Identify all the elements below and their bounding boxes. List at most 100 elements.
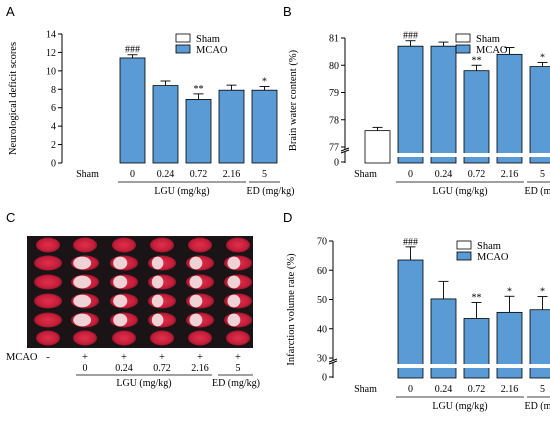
panel-letter-a: A [6,4,15,19]
legend-label-sham: Sham [477,241,501,252]
mcao-mark: + [159,352,165,363]
axis-break-mark [328,358,338,363]
legend-swatch-mcao [455,44,471,54]
legend-swatch-sham [456,240,472,250]
dose-label: 0 [83,363,88,374]
brain-slice [34,312,62,328]
y-tick-label: 60 [317,266,327,277]
brain-slice [150,330,174,346]
infarct-area [73,313,92,327]
dose-label: 0.24 [115,363,133,374]
x-category-label: 0.72 [468,384,486,395]
x-category-label: 2.16 [501,169,519,180]
brain-slice [112,330,136,346]
y-tick-label: 0 [322,373,327,384]
y-axis-title: Neurological deficit scores [8,42,19,155]
bar-break-gap [463,153,490,157]
bar-mcao [185,99,212,164]
bar-mcao [463,70,490,164]
x-category-label: Sham [76,169,99,180]
legend-swatch-mcao [175,44,191,54]
y-tick-label: 40 [317,324,327,335]
ed-group-label: ED (mg/kg) [212,378,260,389]
brain-slice [34,293,62,309]
y-tick-label: 12 [46,48,56,59]
infarct-area [189,313,203,327]
x-category-label: 0.72 [190,169,208,180]
lgu-group-label: LGU (mg/kg) [154,186,209,197]
infarct-area [73,294,92,308]
brain-slice [73,237,97,253]
lgu-group-label: LGU (mg/kg) [116,378,171,389]
y-axis-title: Infarction volume rate (%) [286,253,297,366]
y-tick-label: 77 [329,143,339,154]
bar-mcao [463,318,490,379]
bar-break-gap [529,364,550,368]
significance-label: * [540,287,545,298]
x-category-label: 0.24 [157,169,175,180]
y-axis-title: Brain water content (%) [288,49,299,151]
bar-break-gap [430,153,457,157]
bar-mcao [496,53,523,164]
infarct-area [227,275,241,289]
y-tick-label: 70 [317,237,327,248]
significance-label: ### [403,31,418,42]
chart-b: 0 77 78 79 80 81 Brain water content (%) Sham ##… [288,31,550,197]
mcao-mark: + [235,352,241,363]
bar-break-gap [496,364,523,368]
y-tick-label: 81 [329,34,339,45]
legend-label-sham: Sham [196,34,220,45]
bar-mcao [529,66,550,164]
panel-letter-d: D [283,210,292,225]
infarct-area [189,256,203,270]
axis-break-mark [340,149,350,154]
bar-mcao [152,85,179,164]
infarct-area [227,294,241,308]
bar-mcao [430,45,457,164]
x-category-label: 5 [262,169,267,180]
infarct-area [151,313,164,327]
infarct-area [151,256,164,270]
dose-label: 2.16 [191,363,209,374]
ed-group-label: ED (mg/kg) [524,186,550,197]
slice-photo-background [27,236,253,348]
x-category-label: 0.24 [435,169,453,180]
y-tick-label: 2 [51,140,56,151]
brain-slices-panel: MCAO - + + + + + 0 0.24 0.72 2.16 5 LGU (mg/kg) E… [6,236,260,389]
y-tick-label: 0 [334,158,339,169]
y-tick-label: 80 [329,61,339,72]
bar-break-gap [397,153,424,157]
y-tick-label: 0 [51,159,56,170]
significance-label: * [262,77,267,88]
infarct-area [227,256,241,270]
mcao-marks: - + + + + + [46,352,241,363]
y-tick-label: 8 [51,85,56,96]
y-tick-label: 79 [329,88,339,99]
significance-label: ** [472,292,482,303]
significance-label: ### [125,45,140,56]
brain-slice [226,330,250,346]
infarct-area [113,256,128,270]
y-tick-label: 14 [46,30,56,41]
x-category-label: Sham [354,384,377,395]
chart-a: 0 2 4 6 8 10 12 14 Neurological deficit scores Sh… [8,30,295,198]
lgu-group-label: LGU (mg/kg) [432,401,487,412]
x-category-label: 0 [130,169,135,180]
infarct-area [113,275,128,289]
significance-label: * [507,286,512,297]
infarct-area [73,256,92,270]
bar-break-gap [430,364,457,368]
brain-slice [36,330,60,346]
ed-group-label: ED (mg/kg) [246,186,294,197]
y-tick-label: 10 [46,66,56,77]
infarct-area [189,275,203,289]
bar-break-gap [397,364,424,368]
bar-mcao [397,45,424,164]
x-category-label: 5 [540,169,545,180]
infarct-area [151,275,164,289]
lgu-group-label: LGU (mg/kg) [432,186,487,197]
legend-label-mcao: MCAO [477,252,509,263]
axis-break-mark [328,360,338,365]
legend-swatch-sham [455,33,471,43]
brain-slice [36,237,60,253]
